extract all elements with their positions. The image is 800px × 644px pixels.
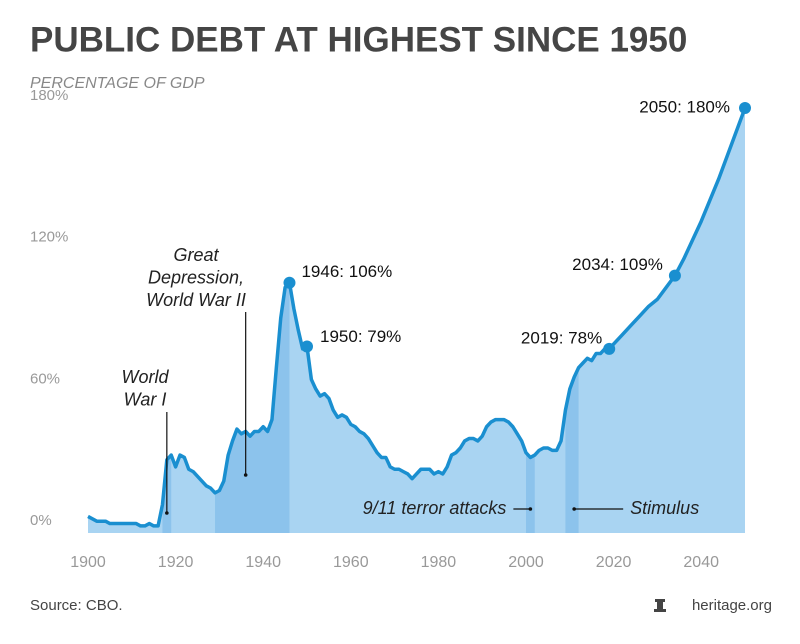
point-marker	[301, 340, 313, 353]
point-marker	[283, 276, 296, 289]
brand-icon	[654, 599, 666, 612]
point-marker	[603, 342, 616, 355]
annotation-text: War I	[124, 389, 167, 409]
annotation-dot	[572, 507, 576, 511]
y-tick-label: 0%	[30, 512, 52, 529]
annotation-dot	[528, 507, 533, 511]
point-label: 2019: 78%	[521, 328, 602, 347]
annotation-dot	[165, 511, 169, 515]
x-tick-label: 2000	[508, 554, 544, 571]
x-tick-label: 1900	[70, 554, 106, 571]
point-label: 1950: 79%	[320, 327, 401, 346]
x-tick-label: 1960	[333, 554, 369, 571]
annotation-text: Great	[173, 245, 219, 265]
annotation-dot	[243, 473, 248, 477]
annotation-text: World	[121, 367, 169, 387]
point-marker	[668, 269, 681, 282]
highlight-band	[565, 108, 579, 533]
highlight-band	[526, 108, 535, 533]
point-marker	[739, 102, 751, 114]
annotation-text: 9/11 terror attacks	[363, 498, 507, 518]
x-tick-label: 1940	[245, 554, 281, 571]
annotation-text: World War II	[146, 290, 246, 310]
chart-title: PUBLIC DEBT AT HIGHEST SINCE 1950	[30, 20, 687, 59]
line	[87, 107, 747, 528]
y-tick-label: 60%	[30, 370, 60, 387]
x-tick-label: 1920	[158, 554, 194, 571]
point-label: 2034: 109%	[572, 255, 663, 274]
y-tick-label: 120%	[30, 229, 68, 246]
point-label: 1946: 106%	[301, 262, 392, 281]
x-tick-label: 2040	[683, 554, 719, 571]
y-tick-label: 180%	[30, 87, 68, 104]
point-label: 2050: 180%	[639, 97, 730, 116]
subtitle: PERCENTAGE OF GDP	[30, 75, 205, 92]
brand: heritage.org	[692, 597, 772, 614]
x-tick-label: 2020	[596, 554, 632, 571]
source: Source: CBO.	[30, 597, 123, 614]
x-tick-label: 1980	[421, 554, 457, 571]
annotation-text: Depression,	[148, 267, 244, 287]
area	[88, 108, 745, 533]
annotation-text: Stimulus	[630, 498, 699, 518]
